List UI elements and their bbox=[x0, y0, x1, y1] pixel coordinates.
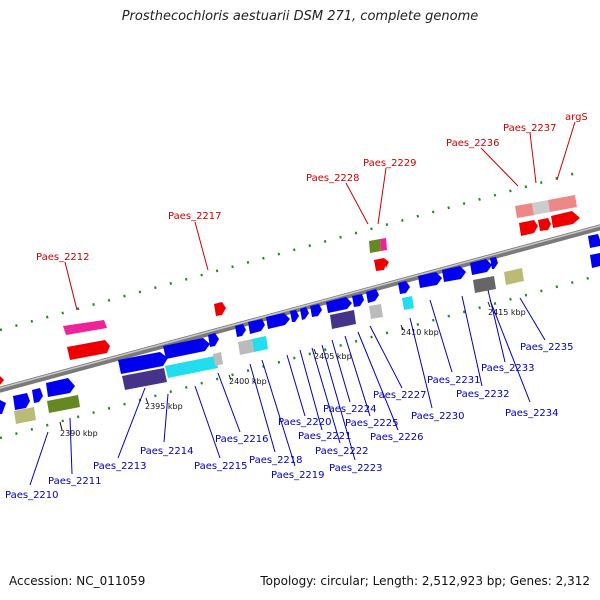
label-paes-2230[interactable]: Paes_2230 bbox=[411, 411, 465, 422]
upper-labels: Paes_2212 Paes_2217 Paes_2228 Paes_2229 … bbox=[36, 112, 588, 263]
gene-paes-2236[interactable] bbox=[515, 203, 534, 218]
gene-blue-2214b[interactable] bbox=[208, 333, 219, 347]
gene-paes-2212-red[interactable] bbox=[67, 340, 110, 360]
label-paes-2210[interactable]: Paes_2210 bbox=[5, 490, 59, 501]
gene-blue-left3[interactable] bbox=[32, 388, 43, 403]
gene-blue-left2[interactable] bbox=[13, 393, 30, 410]
label-paes-2233[interactable]: Paes_2233 bbox=[481, 363, 535, 374]
gene-paes-2228b[interactable] bbox=[374, 258, 386, 271]
accession-label: Accession: NC_011059 bbox=[9, 574, 146, 588]
topology-label: Topology: circular; Length: 2,512,923 bp… bbox=[260, 574, 590, 588]
label-paes-2216[interactable]: Paes_2216 bbox=[215, 434, 269, 445]
gene-blue-2214[interactable] bbox=[163, 338, 210, 359]
label-paes-2232[interactable]: Paes_2232 bbox=[456, 389, 510, 400]
gene-blue-2221[interactable] bbox=[290, 310, 299, 322]
genome-backbone-highlight bbox=[0, 225, 600, 389]
gene-blue-2219[interactable] bbox=[248, 319, 265, 334]
label-paes-2220[interactable]: Paes_2220 bbox=[278, 417, 332, 428]
gene-gray-2216[interactable] bbox=[213, 352, 223, 366]
gene-gray-2227[interactable] bbox=[369, 304, 383, 319]
gene-olive-2211[interactable] bbox=[47, 395, 80, 413]
gene-paes-2237a[interactable] bbox=[532, 200, 550, 215]
gene-cyan-2218[interactable] bbox=[252, 336, 268, 352]
gene-blue-2222[interactable] bbox=[300, 307, 309, 320]
label-paes-2237[interactable]: Paes_2237 bbox=[503, 123, 557, 134]
gene-blue-2225[interactable] bbox=[352, 294, 364, 307]
label-paes-2215[interactable]: Paes_2215 bbox=[194, 461, 248, 472]
lower-callouts bbox=[29, 289, 546, 486]
label-paes-2212[interactable]: Paes_2212 bbox=[36, 252, 90, 263]
gene-darkgray-2233[interactable] bbox=[473, 276, 496, 293]
label-paes-2221[interactable]: Paes_2221 bbox=[298, 431, 352, 442]
map-title: Prosthecochloris aestuarii DSM 271, comp… bbox=[121, 9, 479, 24]
gene-paes-2229[interactable] bbox=[380, 238, 387, 251]
label-paes-2224[interactable]: Paes_2224 bbox=[323, 404, 377, 415]
label-paes-2222[interactable]: Paes_2222 bbox=[315, 446, 369, 457]
gene-red-edge bbox=[0, 376, 4, 385]
gene-blue-2231[interactable] bbox=[418, 272, 442, 288]
gene-blue-2213[interactable] bbox=[118, 352, 168, 374]
gene-paes-2228[interactable] bbox=[369, 239, 381, 253]
label-paes-2234[interactable]: Paes_2234 bbox=[505, 408, 559, 419]
gene-red-args[interactable] bbox=[551, 211, 580, 228]
label-paes-2227[interactable]: Paes_2227 bbox=[373, 390, 427, 401]
label-paes-2219[interactable]: Paes_2219 bbox=[271, 470, 325, 481]
gene-blue-2232[interactable] bbox=[442, 266, 466, 282]
gene-blue-2234[interactable] bbox=[490, 257, 498, 269]
label-paes-2214[interactable]: Paes_2214 bbox=[140, 446, 194, 457]
kbp-2390: 2390 kbp bbox=[60, 429, 98, 438]
gene-cyan-2230[interactable] bbox=[402, 296, 414, 310]
gene-blue-2230[interactable] bbox=[398, 281, 410, 294]
gene-red-2236[interactable] bbox=[519, 220, 538, 236]
label-paes-2213[interactable]: Paes_2213 bbox=[93, 461, 147, 472]
label-args[interactable]: argS bbox=[565, 112, 588, 123]
lower-genes bbox=[0, 234, 600, 424]
kbp-2400: 2400 kbp bbox=[229, 377, 267, 386]
gene-args[interactable] bbox=[548, 195, 577, 212]
label-paes-2231[interactable]: Paes_2231 bbox=[427, 375, 481, 386]
lower-labels: Paes_2210 Paes_2211 Paes_2213 Paes_2214 … bbox=[5, 342, 574, 501]
label-paes-2229[interactable]: Paes_2229 bbox=[363, 158, 417, 169]
gene-blue-2220[interactable] bbox=[266, 313, 290, 329]
gene-purple-2224[interactable] bbox=[330, 310, 356, 329]
kbp-2405: 2405 kbp bbox=[314, 352, 352, 361]
label-paes-2211[interactable]: Paes_2211 bbox=[48, 476, 102, 487]
label-paes-2218[interactable]: Paes_2218 bbox=[249, 455, 303, 466]
kbp-2410: 2410 kbp bbox=[401, 328, 439, 337]
gene-blue-right2[interactable] bbox=[590, 253, 600, 268]
gene-paes-2212-pink[interactable] bbox=[63, 320, 107, 335]
gene-blue-2218[interactable] bbox=[235, 324, 246, 337]
gene-paes-2229b[interactable] bbox=[384, 258, 389, 268]
gene-blue-right1[interactable] bbox=[588, 234, 600, 248]
kbp-2395: 2395 kbp bbox=[145, 402, 183, 411]
gene-khaki-2210[interactable] bbox=[14, 407, 36, 424]
gene-blue-2226[interactable] bbox=[366, 289, 379, 303]
gene-purple-2213[interactable] bbox=[122, 368, 167, 390]
gene-paes-2217[interactable] bbox=[214, 302, 226, 316]
upper-genes bbox=[0, 195, 580, 385]
gene-cyan-2215[interactable] bbox=[165, 356, 218, 378]
gene-blue-left4[interactable] bbox=[46, 378, 75, 397]
label-paes-2226[interactable]: Paes_2226 bbox=[370, 432, 424, 443]
label-paes-2236[interactable]: Paes_2236 bbox=[446, 138, 500, 149]
kbp-2415: 2415 kbp bbox=[488, 308, 526, 317]
gene-blue-left1[interactable] bbox=[0, 400, 6, 414]
label-paes-2217[interactable]: Paes_2217 bbox=[168, 211, 222, 222]
kbp-ticks: 2390 kbp 2395 kbp 2400 kbp 2405 kbp 2410… bbox=[59, 301, 526, 438]
gene-gray-2218[interactable] bbox=[238, 339, 254, 355]
genome-backbone bbox=[0, 224, 600, 393]
gene-blue-2224[interactable] bbox=[326, 297, 352, 313]
gene-red-2237[interactable] bbox=[538, 218, 551, 231]
gene-khaki-2234[interactable] bbox=[504, 268, 524, 285]
gene-blue-2223[interactable] bbox=[310, 304, 322, 317]
label-paes-2235[interactable]: Paes_2235 bbox=[520, 342, 574, 353]
gene-blue-2233[interactable] bbox=[470, 259, 492, 275]
label-paes-2228[interactable]: Paes_2228 bbox=[306, 173, 360, 184]
label-paes-2225[interactable]: Paes_2225 bbox=[345, 418, 399, 429]
label-paes-2223[interactable]: Paes_2223 bbox=[329, 463, 383, 474]
upper-callouts bbox=[64, 121, 576, 311]
